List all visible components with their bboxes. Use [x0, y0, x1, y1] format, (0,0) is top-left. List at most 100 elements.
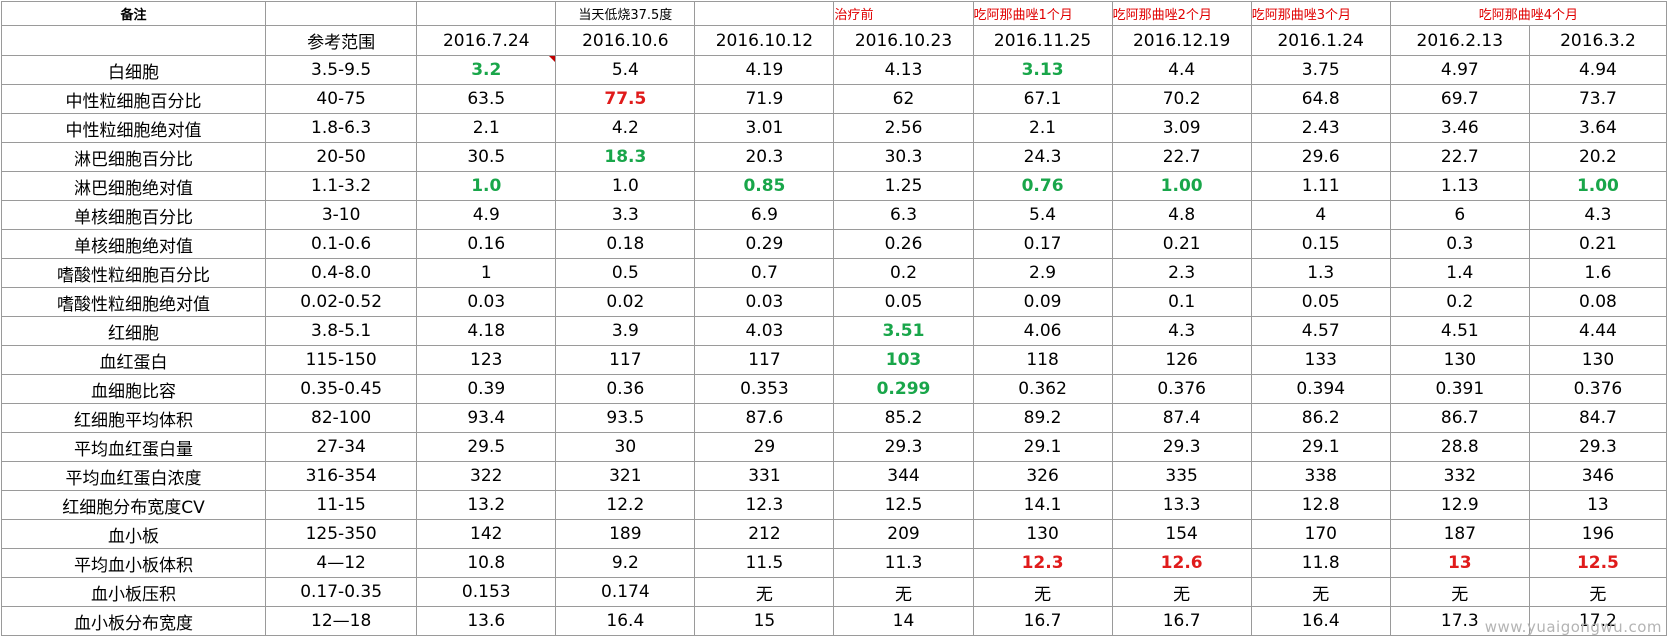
value-cell[interactable]: 13 — [1389, 548, 1530, 578]
value-cell[interactable]: 29.3 — [833, 432, 974, 462]
value-cell[interactable]: 6.9 — [694, 200, 835, 230]
reference-range-cell[interactable]: 4—12 — [265, 548, 418, 578]
value-cell[interactable]: 30 — [555, 432, 696, 462]
value-cell[interactable]: 209 — [833, 519, 974, 549]
value-cell[interactable]: 18.3 — [555, 142, 696, 172]
value-cell[interactable]: 3.09 — [1111, 113, 1252, 143]
reference-range-cell[interactable]: 115-150 — [265, 345, 418, 375]
value-cell[interactable]: 0.362 — [972, 374, 1113, 404]
value-cell[interactable]: 0.21 — [1528, 229, 1668, 259]
value-cell[interactable]: 12.3 — [694, 490, 835, 520]
value-cell[interactable]: 13.6 — [416, 606, 557, 636]
reference-range-cell[interactable]: 27-34 — [265, 432, 418, 462]
value-cell[interactable]: 0.3 — [1389, 229, 1530, 259]
value-cell[interactable]: 1.6 — [1528, 258, 1668, 288]
value-cell[interactable]: 344 — [833, 461, 974, 491]
value-cell[interactable]: 2.3 — [1111, 258, 1252, 288]
value-cell[interactable]: 189 — [555, 519, 696, 549]
value-cell[interactable]: 4.06 — [972, 316, 1113, 346]
value-cell[interactable]: 11.8 — [1250, 548, 1391, 578]
value-cell[interactable]: 3.01 — [694, 113, 835, 143]
value-cell[interactable]: 22.7 — [1111, 142, 1252, 172]
value-cell[interactable]: 4.3 — [1528, 200, 1668, 230]
value-cell[interactable]: 84.7 — [1528, 403, 1668, 433]
value-cell[interactable]: 4.4 — [1111, 55, 1252, 85]
reference-range-cell[interactable]: 1.8-6.3 — [265, 113, 418, 143]
value-cell[interactable]: 64.8 — [1250, 84, 1391, 114]
value-cell[interactable]: 0.376 — [1528, 374, 1668, 404]
value-cell[interactable]: 无 — [1250, 577, 1391, 607]
value-cell[interactable]: 4.8 — [1111, 200, 1252, 230]
value-cell[interactable]: 1.0 — [555, 171, 696, 201]
value-cell[interactable]: 0.03 — [694, 287, 835, 317]
value-cell[interactable]: 11.3 — [833, 548, 974, 578]
value-cell[interactable]: 30.5 — [416, 142, 557, 172]
before-treatment-note-cell[interactable]: 治疗前 — [833, 1, 974, 26]
value-cell[interactable]: 13.2 — [416, 490, 557, 520]
row-label-cell[interactable]: 血小板分布宽度 — [0, 606, 267, 636]
row-label-cell[interactable]: 红细胞分布宽度CV — [0, 490, 267, 520]
value-cell[interactable]: 0.21 — [1111, 229, 1252, 259]
reference-range-cell[interactable]: 12—18 — [265, 606, 418, 636]
value-cell[interactable]: 154 — [1111, 519, 1252, 549]
value-cell[interactable]: 11.5 — [694, 548, 835, 578]
value-cell[interactable]: 2.56 — [833, 113, 974, 143]
value-cell[interactable]: 326 — [972, 461, 1113, 491]
row-label-cell[interactable]: 血小板压积 — [0, 577, 267, 607]
value-cell[interactable]: 331 — [694, 461, 835, 491]
value-cell[interactable]: 15 — [694, 606, 835, 636]
row-label-cell[interactable]: 淋巴细胞百分比 — [0, 142, 267, 172]
value-cell[interactable]: 130 — [1389, 345, 1530, 375]
value-cell[interactable]: 0.1 — [1111, 287, 1252, 317]
value-cell[interactable]: 0.39 — [416, 374, 557, 404]
empty-cell[interactable] — [694, 1, 835, 26]
value-cell[interactable]: 0.26 — [833, 229, 974, 259]
month3-note-cell[interactable]: 吃阿那曲唑3个月 — [1250, 1, 1391, 26]
value-cell[interactable]: 4 — [1250, 200, 1391, 230]
value-cell[interactable]: 12.8 — [1250, 490, 1391, 520]
value-cell[interactable]: 22.7 — [1389, 142, 1530, 172]
value-cell[interactable]: 9.2 — [555, 548, 696, 578]
value-cell[interactable]: 5.4 — [555, 55, 696, 85]
value-cell[interactable]: 71.9 — [694, 84, 835, 114]
fever-note-cell[interactable]: 当天低烧37.5度 — [555, 1, 696, 26]
value-cell[interactable]: 20.3 — [694, 142, 835, 172]
value-cell[interactable]: 0.353 — [694, 374, 835, 404]
row-label-cell[interactable]: 中性粒细胞百分比 — [0, 84, 267, 114]
value-cell[interactable]: 0.376 — [1111, 374, 1252, 404]
value-cell[interactable]: 0.2 — [1389, 287, 1530, 317]
row-label-cell[interactable]: 血小板 — [0, 519, 267, 549]
row-label-cell[interactable]: 淋巴细胞绝对值 — [0, 171, 267, 201]
date-header-cell[interactable]: 2016.11.25 — [972, 25, 1113, 56]
row-label-cell[interactable]: 嗜酸性粒细胞绝对值 — [0, 287, 267, 317]
value-cell[interactable]: 87.4 — [1111, 403, 1252, 433]
value-cell[interactable]: 0.2 — [833, 258, 974, 288]
value-cell[interactable]: 4.13 — [833, 55, 974, 85]
value-cell[interactable]: 123 — [416, 345, 557, 375]
month1-note-cell[interactable]: 吃阿那曲唑1个月 — [972, 1, 1113, 26]
row-label-cell[interactable]: 平均血红蛋白浓度 — [0, 461, 267, 491]
value-cell[interactable]: 62 — [833, 84, 974, 114]
row-label-cell[interactable]: 单核细胞绝对值 — [0, 229, 267, 259]
row-label-cell[interactable]: 血细胞比容 — [0, 374, 267, 404]
month4-note-cell[interactable]: 吃阿那曲唑4个月 — [1389, 1, 1668, 26]
value-cell[interactable]: 0.17 — [972, 229, 1113, 259]
row-label-cell[interactable]: 中性粒细胞绝对值 — [0, 113, 267, 143]
value-cell[interactable]: 332 — [1389, 461, 1530, 491]
value-cell[interactable]: 0.03 — [416, 287, 557, 317]
value-cell[interactable]: 12.6 — [1111, 548, 1252, 578]
value-cell[interactable]: 14.1 — [972, 490, 1113, 520]
value-cell[interactable]: 118 — [972, 345, 1113, 375]
empty-cell[interactable] — [265, 1, 418, 26]
value-cell[interactable]: 89.2 — [972, 403, 1113, 433]
value-cell[interactable]: 29 — [694, 432, 835, 462]
value-cell[interactable]: 130 — [972, 519, 1113, 549]
reference-range-cell[interactable]: 125-350 — [265, 519, 418, 549]
value-cell[interactable]: 187 — [1389, 519, 1530, 549]
value-cell[interactable]: 17.3 — [1389, 606, 1530, 636]
value-cell[interactable]: 3.64 — [1528, 113, 1668, 143]
value-cell[interactable]: 0.02 — [555, 287, 696, 317]
value-cell[interactable]: 0.76 — [972, 171, 1113, 201]
reference-range-cell[interactable]: 82-100 — [265, 403, 418, 433]
empty-cell[interactable] — [0, 25, 267, 56]
